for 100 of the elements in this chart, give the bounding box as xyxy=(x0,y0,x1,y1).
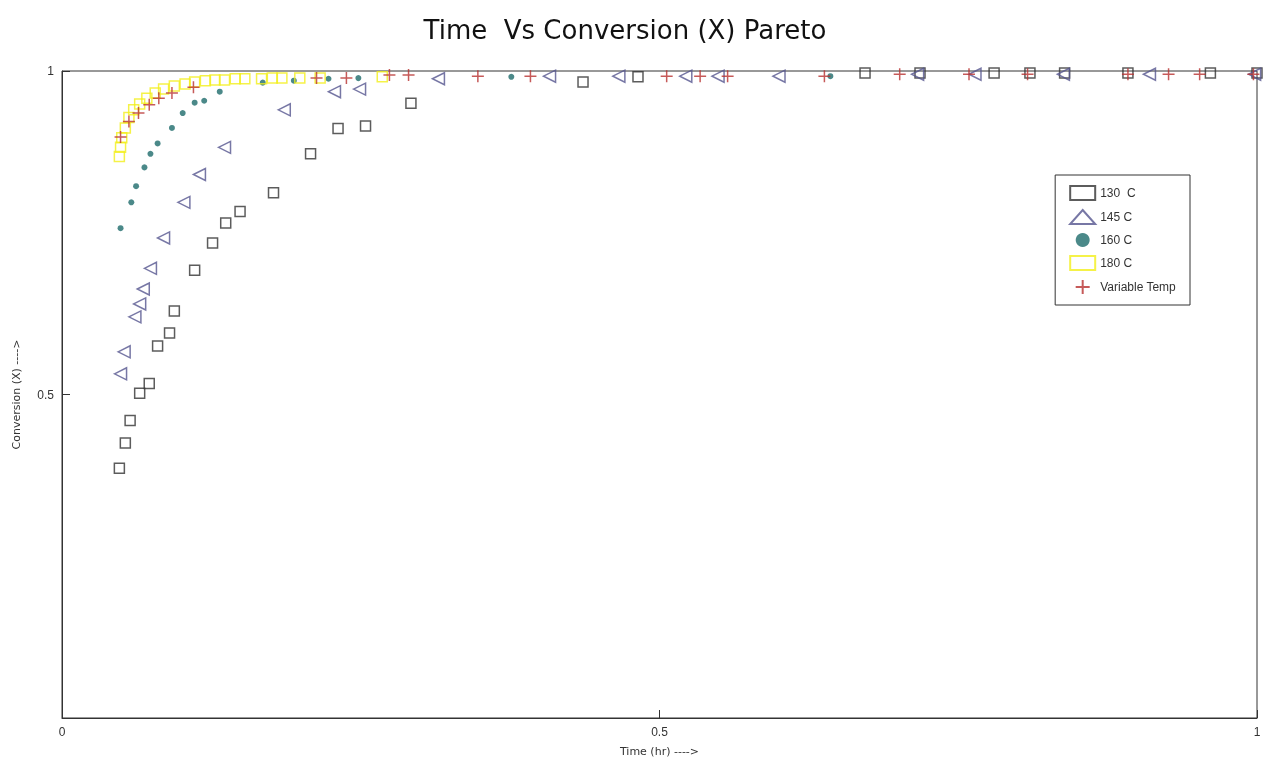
point xyxy=(219,217,232,229)
point xyxy=(132,297,147,311)
point xyxy=(117,225,124,232)
point xyxy=(143,377,155,390)
point xyxy=(693,69,707,83)
point xyxy=(128,310,142,324)
point xyxy=(355,75,362,82)
point xyxy=(239,73,251,85)
point xyxy=(523,69,538,83)
point xyxy=(542,69,557,83)
point xyxy=(294,72,306,84)
point xyxy=(168,124,175,131)
point xyxy=(136,282,151,296)
chart-title: Time Vs Conversion (X) Pareto xyxy=(422,15,827,45)
point xyxy=(359,120,372,132)
y-axis-title: Conversion (X) ----> xyxy=(10,339,23,450)
point xyxy=(186,80,201,94)
point xyxy=(471,69,485,83)
point xyxy=(131,106,146,120)
point xyxy=(152,91,166,105)
point xyxy=(612,69,626,83)
point xyxy=(119,122,132,134)
point xyxy=(1142,67,1157,81)
point xyxy=(720,69,735,83)
point xyxy=(382,68,397,82)
point xyxy=(191,99,198,106)
point xyxy=(339,71,354,85)
point xyxy=(266,72,279,84)
point xyxy=(123,111,135,124)
point xyxy=(1020,67,1035,81)
point xyxy=(255,73,268,85)
point xyxy=(179,78,191,90)
point xyxy=(114,141,127,154)
point xyxy=(276,72,288,84)
point xyxy=(632,71,644,83)
point xyxy=(325,75,332,82)
point xyxy=(577,76,589,88)
x-axis-title: Time (hr) ----> xyxy=(618,745,700,758)
point xyxy=(142,97,156,112)
x-tick-label: 0.5 xyxy=(651,725,669,739)
point xyxy=(113,150,126,163)
point xyxy=(234,205,246,218)
point xyxy=(988,67,1000,79)
point xyxy=(962,67,976,81)
point xyxy=(309,71,324,85)
point xyxy=(177,195,191,210)
point xyxy=(149,87,161,99)
point xyxy=(201,97,208,104)
point xyxy=(156,231,171,245)
point xyxy=(1024,67,1036,79)
point xyxy=(133,98,146,110)
point xyxy=(327,84,342,99)
point xyxy=(113,462,126,475)
point xyxy=(218,74,231,86)
point xyxy=(352,82,367,96)
point xyxy=(914,67,926,79)
x-tick-label: 1 xyxy=(1253,725,1261,739)
point xyxy=(376,71,389,83)
point xyxy=(133,183,140,190)
point xyxy=(968,67,982,81)
point xyxy=(314,72,326,84)
point xyxy=(859,67,871,79)
point xyxy=(147,150,154,157)
point xyxy=(188,264,201,277)
point xyxy=(1192,67,1207,81)
point xyxy=(165,86,179,100)
point xyxy=(122,114,136,129)
point xyxy=(401,68,416,82)
point xyxy=(179,110,186,117)
point xyxy=(711,69,725,83)
legend-label: 145 C xyxy=(1100,210,1133,224)
point xyxy=(332,122,344,135)
point xyxy=(127,104,140,116)
point xyxy=(157,83,170,95)
point xyxy=(679,69,693,83)
x-tick-label: 0 xyxy=(58,725,66,739)
legend-label: 130 C xyxy=(1100,186,1136,200)
point xyxy=(113,367,128,381)
legend-label: Variable Temp xyxy=(1100,280,1177,294)
point xyxy=(217,140,232,155)
point xyxy=(267,186,280,199)
point xyxy=(141,164,148,171)
point xyxy=(133,387,146,399)
point xyxy=(277,103,292,117)
point xyxy=(1161,67,1176,81)
point xyxy=(209,74,221,86)
point xyxy=(168,80,181,92)
point xyxy=(659,69,674,83)
point xyxy=(304,148,317,160)
point xyxy=(163,327,176,339)
point xyxy=(772,69,786,83)
point xyxy=(229,73,242,85)
point xyxy=(119,437,132,449)
point xyxy=(143,261,158,276)
point xyxy=(508,73,515,80)
point xyxy=(216,88,223,95)
point xyxy=(910,67,925,81)
point xyxy=(168,305,181,317)
point xyxy=(405,97,417,110)
point xyxy=(128,199,135,206)
